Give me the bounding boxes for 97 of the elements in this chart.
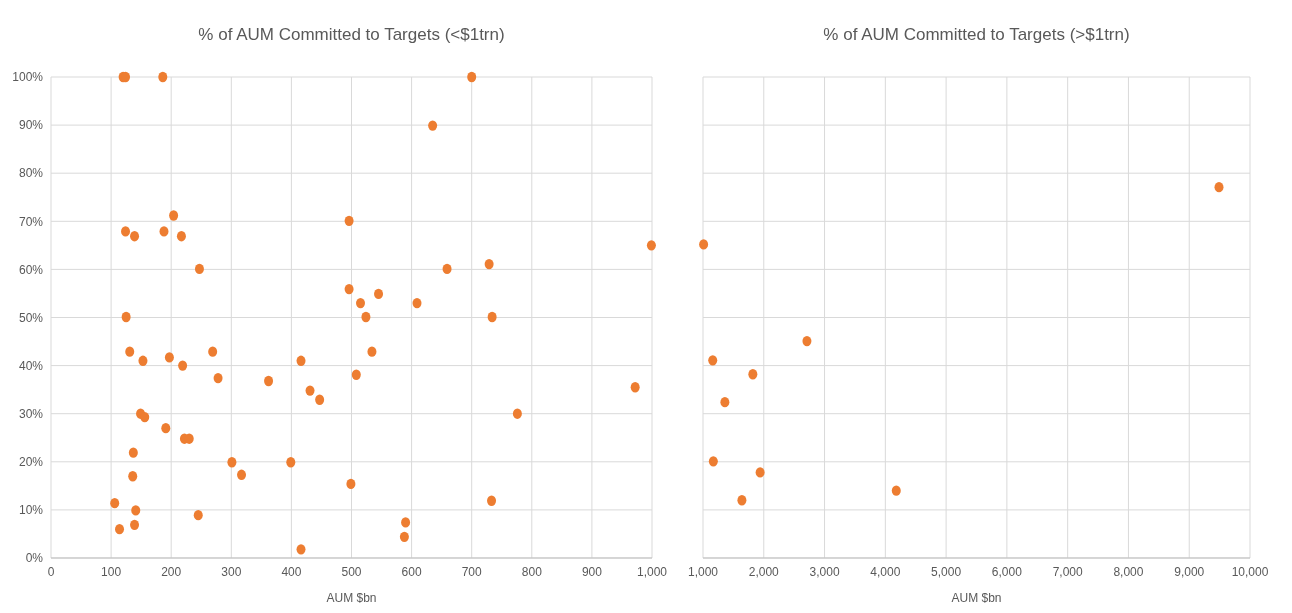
x-tick-label: 8,000 bbox=[1113, 565, 1144, 579]
x-tick-label: 3,000 bbox=[809, 565, 840, 579]
point bbox=[802, 335, 812, 347]
x-tick-label: 7,000 bbox=[1052, 565, 1084, 579]
point bbox=[164, 352, 174, 363]
point bbox=[140, 411, 150, 423]
point bbox=[115, 523, 125, 535]
point bbox=[121, 311, 131, 323]
x-tick-label: 900 bbox=[581, 565, 603, 579]
x-tick-label: 500 bbox=[341, 565, 362, 579]
y-tick-label: 80% bbox=[18, 166, 44, 181]
point bbox=[227, 457, 237, 468]
y-tick-label: 90% bbox=[18, 118, 44, 133]
point bbox=[1214, 181, 1224, 193]
point bbox=[128, 471, 138, 482]
point bbox=[130, 231, 140, 242]
chart-title: % of AUM Committed to Targets (>$1trn) bbox=[823, 25, 1130, 44]
point bbox=[193, 510, 203, 521]
point bbox=[159, 226, 169, 237]
point bbox=[315, 394, 325, 405]
point bbox=[699, 239, 709, 250]
x-tick-label: 0 bbox=[47, 565, 55, 579]
point bbox=[158, 71, 168, 83]
point bbox=[128, 447, 138, 458]
x-tick-label: 5,000 bbox=[931, 565, 962, 579]
y-tick-label: 100% bbox=[12, 70, 44, 85]
point bbox=[296, 355, 306, 366]
x-tick-label: 400 bbox=[281, 565, 302, 579]
x-tick-label: 6,000 bbox=[991, 565, 1023, 579]
point bbox=[428, 120, 438, 131]
point bbox=[748, 369, 758, 380]
point bbox=[356, 297, 366, 309]
x-axis-title: AUM $bn bbox=[951, 591, 1002, 605]
point bbox=[169, 210, 179, 221]
x-tick-label: 100 bbox=[101, 565, 122, 579]
point bbox=[737, 495, 747, 506]
point bbox=[131, 505, 141, 516]
point bbox=[296, 544, 306, 555]
point bbox=[176, 231, 186, 242]
point bbox=[708, 456, 718, 467]
x-tick-label: 800 bbox=[521, 565, 543, 579]
x-tick-label: 1,000 bbox=[636, 565, 668, 579]
y-tick-label: 20% bbox=[18, 455, 44, 469]
x-tick-label: 9,000 bbox=[1174, 565, 1205, 579]
point bbox=[487, 311, 497, 323]
x-axis-title: AUM $bn bbox=[326, 591, 377, 605]
y-tick-label: 30% bbox=[18, 406, 44, 421]
point bbox=[442, 263, 452, 275]
point bbox=[208, 346, 218, 357]
point bbox=[121, 226, 131, 237]
point bbox=[487, 495, 497, 506]
point bbox=[110, 497, 120, 509]
point bbox=[305, 385, 315, 396]
point bbox=[194, 263, 204, 275]
y-tick-label: 70% bbox=[18, 214, 44, 229]
y-tick-label: 50% bbox=[18, 310, 44, 325]
point bbox=[399, 531, 409, 543]
point bbox=[125, 346, 135, 357]
point bbox=[467, 71, 477, 83]
point bbox=[720, 396, 730, 408]
point bbox=[346, 478, 356, 490]
y-tick-label: 10% bbox=[18, 503, 44, 518]
point bbox=[708, 355, 718, 366]
x-tick-label: 200 bbox=[161, 565, 182, 579]
point bbox=[237, 469, 247, 480]
point bbox=[484, 258, 494, 270]
chart-title: % of AUM Committed to Targets (<$1trn) bbox=[198, 25, 505, 44]
x-tick-label: 10,000 bbox=[1231, 565, 1269, 579]
point bbox=[412, 297, 422, 309]
point bbox=[213, 372, 223, 384]
point bbox=[891, 485, 901, 496]
point bbox=[374, 288, 384, 300]
x-tick-label: 4,000 bbox=[870, 565, 901, 579]
point bbox=[646, 240, 656, 251]
y-tick-label: 0% bbox=[25, 551, 44, 566]
point bbox=[351, 369, 361, 380]
point bbox=[138, 355, 148, 366]
x-tick-label: 2,000 bbox=[748, 565, 780, 579]
y-tick-label: 40% bbox=[18, 358, 44, 373]
point bbox=[344, 283, 354, 295]
point bbox=[630, 382, 640, 393]
x-tick-label: 700 bbox=[461, 565, 483, 579]
point bbox=[401, 517, 411, 528]
point bbox=[344, 215, 354, 226]
point bbox=[361, 311, 371, 323]
point bbox=[367, 346, 377, 357]
point bbox=[130, 519, 140, 530]
point bbox=[512, 408, 522, 419]
point bbox=[161, 422, 171, 434]
point bbox=[286, 457, 296, 468]
point bbox=[178, 360, 188, 371]
x-tick-label: 300 bbox=[221, 565, 242, 579]
point bbox=[264, 375, 274, 387]
y-tick-label: 60% bbox=[18, 262, 44, 277]
x-tick-label: 1,000 bbox=[687, 565, 719, 579]
point bbox=[755, 467, 765, 478]
x-tick-label: 600 bbox=[401, 565, 422, 579]
